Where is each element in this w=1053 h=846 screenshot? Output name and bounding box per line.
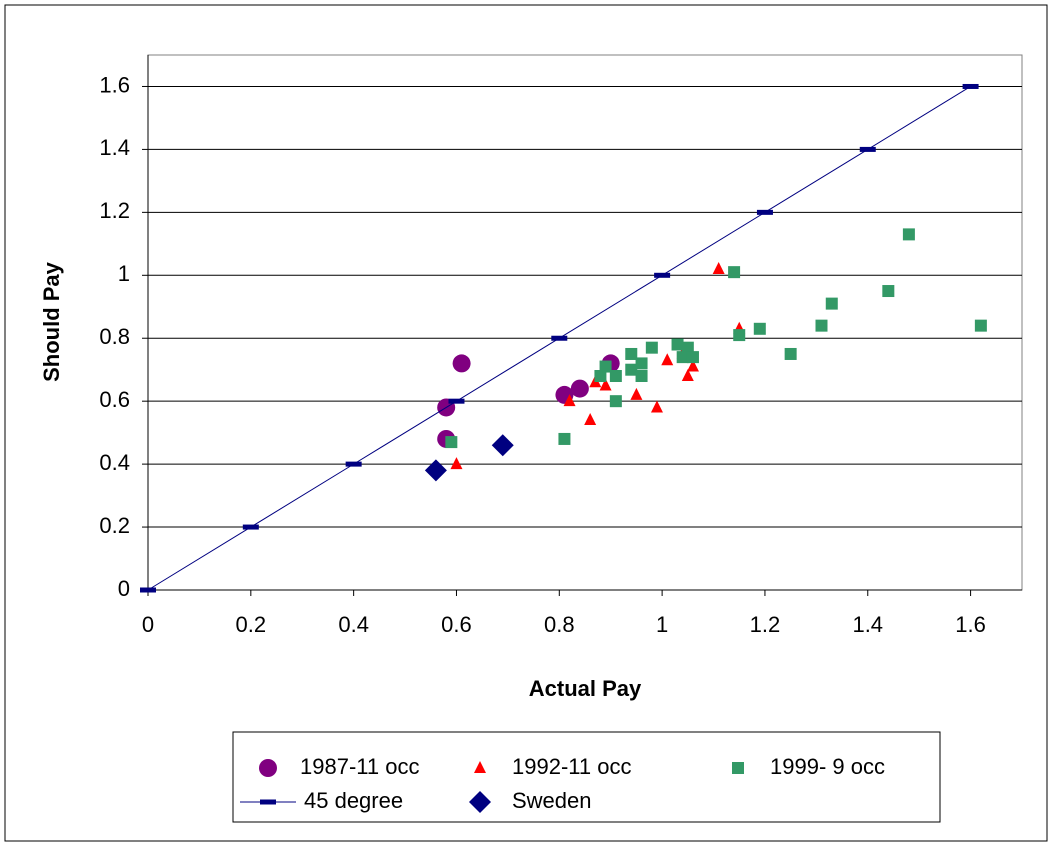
point bbox=[551, 335, 568, 341]
point bbox=[753, 322, 766, 335]
x-tick-label: 1.2 bbox=[750, 612, 781, 637]
point bbox=[728, 266, 741, 279]
legend-label: 45 degree bbox=[304, 788, 403, 813]
point bbox=[424, 459, 447, 482]
x-tick-label: 1.4 bbox=[852, 612, 883, 637]
x-tick-label: 0 bbox=[142, 612, 154, 637]
point bbox=[445, 436, 458, 449]
point bbox=[609, 395, 622, 408]
x-tick-label: 1.6 bbox=[955, 612, 986, 637]
point bbox=[563, 394, 576, 407]
point bbox=[974, 319, 987, 332]
point bbox=[448, 398, 465, 404]
y-tick-label: 1.6 bbox=[99, 72, 130, 97]
point bbox=[625, 347, 638, 360]
legend-swatch bbox=[259, 759, 277, 777]
x-tick-label: 0.2 bbox=[236, 612, 267, 637]
point bbox=[558, 432, 571, 445]
point bbox=[242, 524, 259, 530]
point bbox=[635, 357, 648, 370]
legend-label: Sweden bbox=[512, 788, 592, 813]
point bbox=[584, 413, 597, 426]
legend-swatch bbox=[469, 791, 491, 813]
point bbox=[784, 347, 797, 360]
y-tick-label: 1 bbox=[118, 261, 130, 286]
point bbox=[635, 370, 648, 382]
point bbox=[599, 360, 612, 373]
point bbox=[570, 379, 589, 398]
point bbox=[681, 341, 694, 354]
legend bbox=[232, 731, 941, 823]
x-tick-label: 0.6 bbox=[441, 612, 472, 637]
y-tick-label: 0.6 bbox=[99, 387, 130, 412]
point bbox=[625, 363, 638, 376]
legend-label: 1999- 9 occ bbox=[770, 754, 885, 779]
point bbox=[450, 457, 463, 470]
y-axis-title: Should Pay bbox=[39, 261, 64, 382]
y-tick-label: 1.2 bbox=[99, 198, 130, 223]
point bbox=[654, 272, 671, 278]
legend-label: 1987-11 occ bbox=[300, 754, 419, 779]
point bbox=[859, 146, 876, 152]
point bbox=[140, 587, 156, 593]
legend-label: 1992-11 occ bbox=[512, 754, 631, 779]
legend-swatch bbox=[732, 762, 744, 774]
point bbox=[594, 370, 607, 382]
point bbox=[609, 370, 622, 382]
point bbox=[645, 341, 658, 354]
legend-swatch bbox=[260, 799, 276, 805]
legend-swatch bbox=[474, 761, 486, 773]
point bbox=[686, 359, 699, 372]
point bbox=[815, 319, 828, 332]
point bbox=[882, 285, 895, 298]
y-tick-label: 1.4 bbox=[99, 135, 130, 160]
point bbox=[756, 209, 773, 215]
point bbox=[962, 83, 979, 89]
x-tick-label: 0.4 bbox=[338, 612, 369, 637]
point bbox=[902, 228, 915, 241]
point bbox=[345, 461, 362, 467]
x-tick-label: 1 bbox=[656, 612, 668, 637]
y-tick-label: 0 bbox=[118, 576, 130, 601]
x-axis-title: Actual Pay bbox=[529, 676, 642, 701]
x-tick-label: 0.8 bbox=[544, 612, 575, 637]
point bbox=[630, 387, 643, 400]
point bbox=[681, 369, 694, 381]
point bbox=[712, 262, 725, 274]
point bbox=[686, 351, 699, 364]
point bbox=[661, 353, 674, 366]
point bbox=[599, 378, 612, 391]
point bbox=[452, 354, 471, 373]
y-tick-label: 0.2 bbox=[99, 513, 130, 538]
point bbox=[650, 400, 663, 413]
y-tick-label: 0.4 bbox=[99, 450, 130, 475]
y-tick-label: 0.8 bbox=[99, 324, 130, 349]
point bbox=[491, 434, 514, 457]
point bbox=[825, 297, 838, 310]
point bbox=[733, 329, 746, 342]
point bbox=[676, 351, 689, 364]
point bbox=[671, 338, 684, 351]
